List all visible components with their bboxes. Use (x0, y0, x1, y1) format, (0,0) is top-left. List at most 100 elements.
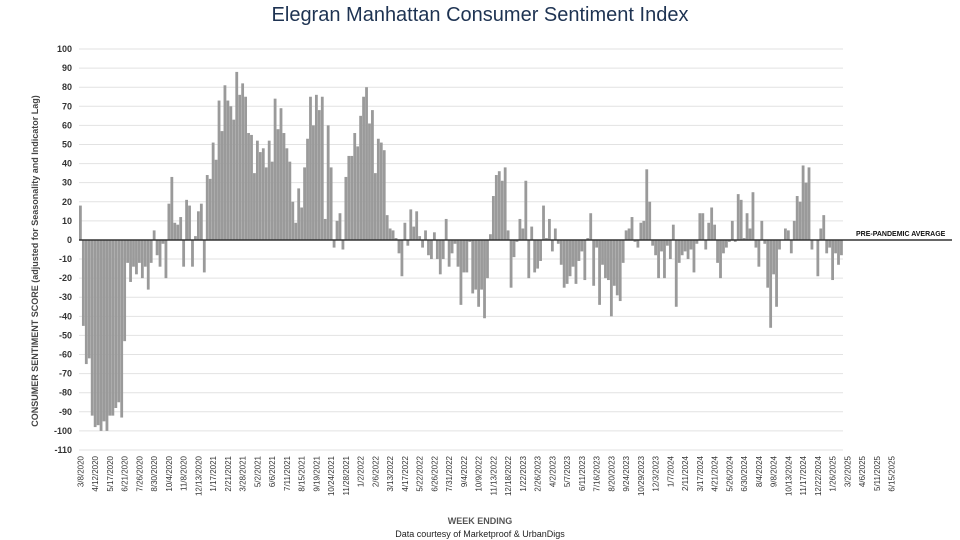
x-tick-label: 1/7/2024 (666, 455, 675, 487)
bar (99, 239, 103, 431)
bar (710, 207, 714, 240)
y-axis-title: CONSUMER SENTIMENT SCORE (adjusted for S… (30, 95, 40, 427)
reference-line-label: PRE-PANDEMIC AVERAGE (856, 231, 946, 238)
bar (261, 148, 265, 240)
bar (247, 133, 250, 240)
bar (795, 196, 799, 240)
bar (577, 239, 581, 261)
bar (291, 201, 295, 240)
bar (199, 203, 203, 240)
bar (586, 238, 590, 240)
bar (574, 239, 578, 284)
bar (609, 239, 613, 317)
bar (745, 213, 749, 240)
data-credit: Data courtesy of Marketproof & UrbanDigs (395, 529, 565, 539)
bar (105, 239, 109, 431)
bar (273, 98, 277, 240)
bar (285, 148, 289, 240)
x-tick-label: 5/2/2021 (253, 455, 262, 487)
bar (837, 239, 840, 265)
bar (583, 239, 587, 281)
bar (114, 239, 118, 408)
bar (474, 239, 478, 290)
y-tick-label: 0 (67, 235, 72, 245)
bar (430, 239, 433, 260)
bar (435, 239, 439, 260)
bar (208, 178, 212, 240)
bar (250, 134, 253, 240)
x-tick-label: 9/24/2023 (622, 455, 631, 491)
bar (831, 239, 834, 281)
bar (205, 175, 209, 240)
bar (96, 239, 100, 426)
bar (149, 239, 153, 263)
bar (188, 205, 191, 240)
x-tick-label: 1/26/2025 (829, 455, 838, 491)
bar (515, 239, 519, 242)
bar (778, 239, 781, 250)
bar (421, 239, 424, 248)
bar (167, 203, 171, 240)
bar (453, 239, 457, 244)
bar (683, 239, 687, 252)
y-tick-label: -70 (59, 369, 72, 379)
bar (244, 96, 247, 240)
bar (282, 133, 286, 240)
bar (674, 239, 678, 307)
bar (562, 239, 566, 288)
bar (486, 239, 489, 279)
bar (792, 220, 796, 240)
bar (819, 228, 823, 240)
bar (191, 239, 194, 267)
bar (347, 155, 351, 240)
bar (686, 239, 690, 260)
bar (816, 239, 820, 277)
x-tick-label: 4/2/2023 (548, 455, 557, 487)
bar (152, 230, 156, 240)
bar (415, 211, 419, 240)
bar (559, 239, 563, 265)
y-tick-label: 10 (62, 216, 72, 226)
x-tick-label: 7/26/2020 (135, 455, 144, 491)
bar (834, 239, 837, 254)
bar (432, 232, 436, 240)
bar (536, 239, 540, 269)
bar (456, 239, 460, 267)
bar (539, 239, 542, 261)
bar (825, 239, 829, 254)
bar (146, 239, 150, 290)
bar (618, 239, 622, 302)
bar (276, 129, 280, 240)
bar (270, 161, 274, 240)
bar (379, 142, 383, 240)
x-tick-label: 6/26/2022 (430, 455, 439, 491)
x-tick-label: 11/13/2022 (489, 455, 498, 495)
bar (748, 228, 752, 240)
bar (786, 230, 790, 240)
bar (424, 230, 427, 240)
bar (462, 239, 466, 273)
bar (548, 218, 551, 240)
x-tick-label: 4/12/2020 (91, 455, 100, 491)
bar (589, 213, 593, 240)
bar (409, 209, 413, 240)
bar (707, 222, 711, 240)
bar (303, 167, 306, 240)
bar (798, 201, 802, 240)
bar (704, 239, 708, 250)
bar (400, 239, 404, 277)
bar (438, 239, 442, 275)
bar (648, 201, 652, 240)
bar (314, 94, 318, 240)
bar (93, 239, 97, 428)
y-tick-label: 20 (62, 197, 72, 207)
bar (598, 239, 601, 305)
bar (447, 239, 451, 267)
title-brand: Elegran (271, 4, 341, 26)
x-tick-label: 8/15/2021 (298, 455, 307, 491)
bar (323, 218, 327, 240)
bar (680, 239, 684, 256)
x-tick-label: 3/28/2021 (239, 455, 248, 491)
bar (226, 100, 230, 240)
bar (368, 123, 371, 240)
